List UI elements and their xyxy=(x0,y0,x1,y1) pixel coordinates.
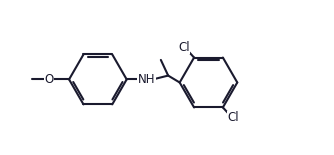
Text: Cl: Cl xyxy=(178,41,190,54)
Text: O: O xyxy=(44,73,54,86)
Text: Cl: Cl xyxy=(227,111,239,124)
Text: NH: NH xyxy=(138,73,155,86)
